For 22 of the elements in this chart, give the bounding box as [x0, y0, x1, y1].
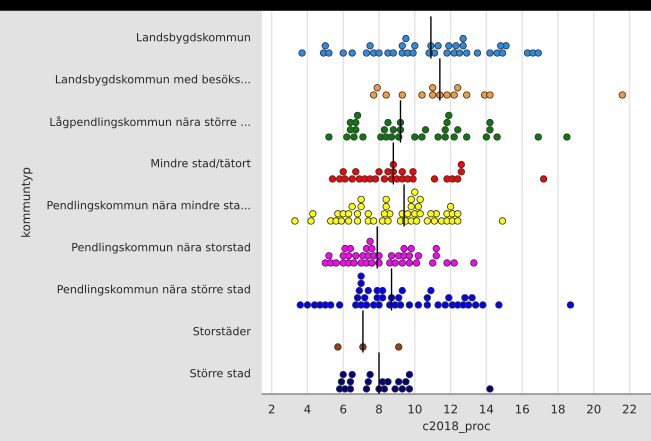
x-tick-label: 4 [304, 404, 311, 414]
y-axis-title: kommuntyp [21, 168, 32, 237]
x-tick-label: 14 [480, 404, 494, 414]
x-tick-label: 8 [376, 404, 382, 414]
y-tick-label: Lågpendlingskommun nära större ... [50, 116, 250, 128]
x-tick-label: 10 [408, 404, 422, 414]
x-axis-title: c2018_proc [423, 421, 490, 433]
y-tick-label: Storstäder [193, 326, 251, 336]
x-tick-label: 2 [268, 404, 274, 414]
y-tick-label: Större stad [190, 368, 250, 378]
x-tick-label: 20 [587, 404, 600, 414]
x-tick-label: 18 [552, 404, 565, 414]
x-tick-label: 22 [622, 404, 636, 414]
y-tick-label: Pendlingskommun nära mindre sta... [48, 200, 250, 212]
y-tick-label: Pendlingskommun nära större stad [58, 284, 250, 296]
y-tick-label: Landsbygdskommun med besöks... [56, 74, 250, 86]
x-tick-label: 16 [516, 404, 529, 414]
y-tick-label: Mindre stad/tätort [152, 158, 251, 168]
y-tick-label: Pendlingskommun nära storstad [72, 242, 250, 254]
x-tick-label: 12 [444, 404, 457, 414]
x-tick-label: 6 [340, 404, 346, 414]
y-tick-label: Landsbygdskommun [137, 32, 250, 44]
